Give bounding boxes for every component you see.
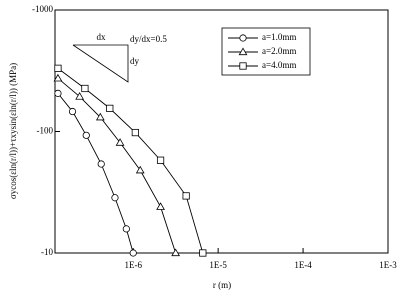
marker <box>53 73 63 82</box>
series-line <box>57 93 134 254</box>
x-axis-label: r (m) <box>213 280 231 290</box>
marker <box>122 225 130 233</box>
y-tick-label: -10 <box>41 247 53 257</box>
marker <box>82 131 90 139</box>
marker <box>68 107 77 116</box>
legend-marker <box>238 47 248 56</box>
marker <box>115 138 125 146</box>
legend-label: a=2.0mm <box>262 46 296 56</box>
legend-box <box>221 27 311 76</box>
marker <box>81 84 89 93</box>
legend-marker <box>239 34 247 42</box>
legend-marker <box>239 62 247 70</box>
annotation: dx <box>97 32 107 42</box>
plot-frame <box>54 9 389 254</box>
marker <box>171 248 181 257</box>
marker <box>75 92 85 100</box>
marker <box>199 249 207 257</box>
y-axis-label: σycos(εln(r/l))+τxysin(εln(r/l)) (MPa) <box>8 63 18 199</box>
y-tick-label: -100 <box>37 126 54 136</box>
series-line <box>57 77 177 254</box>
marker <box>54 64 62 72</box>
annotation: dy/dx=0.5 <box>130 34 167 44</box>
x-tick-label: 1E-4 <box>294 260 312 270</box>
marker <box>135 165 145 174</box>
marker <box>95 112 105 121</box>
x-tick-label: 1E-6 <box>124 260 142 270</box>
marker <box>97 160 105 168</box>
x-tick-label: 1E-5 <box>209 260 227 270</box>
legend-label: a=4.0mm <box>262 60 296 70</box>
marker <box>111 194 119 202</box>
marker <box>182 192 190 200</box>
marker <box>156 156 165 164</box>
marker <box>106 104 114 112</box>
annotation: dy <box>130 56 140 66</box>
marker <box>131 128 139 137</box>
x-tick-label: 1E-3 <box>379 260 397 270</box>
y-tick-label: -1000 <box>32 4 53 14</box>
slope-triangle <box>72 44 129 83</box>
marker <box>129 249 137 257</box>
marker <box>156 202 165 210</box>
legend-label: a=1.0mm <box>262 32 296 42</box>
marker <box>54 89 62 97</box>
